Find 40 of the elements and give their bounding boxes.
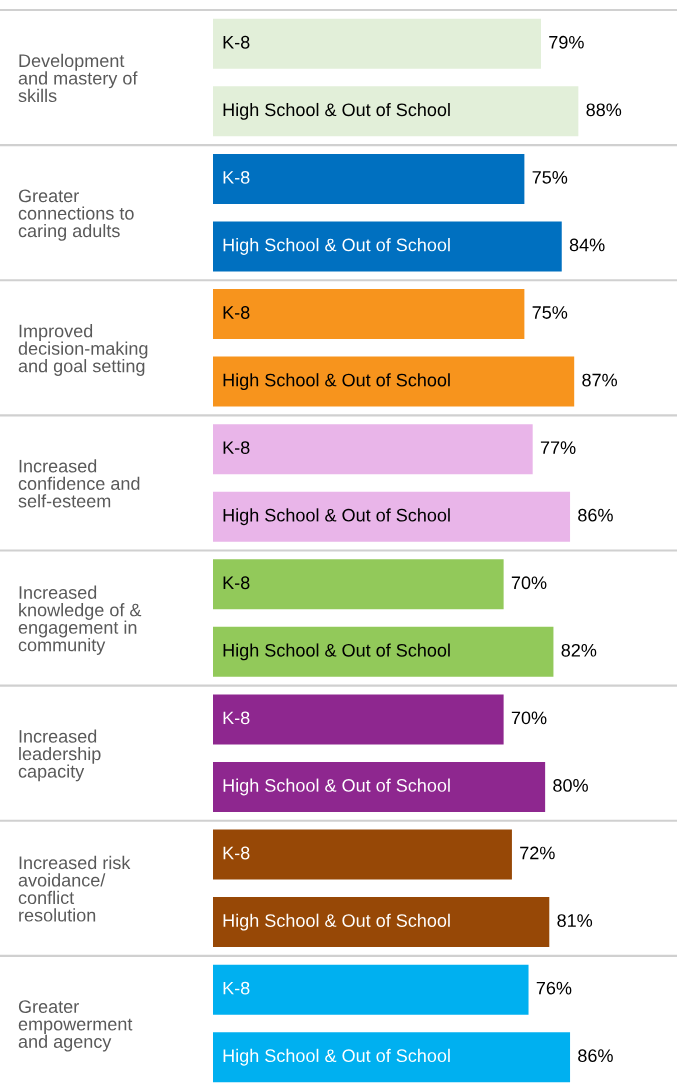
text: K-8 (223, 441, 250, 454)
text: K-8 (223, 846, 250, 860)
data-label: 77% (540, 441, 576, 454)
series-label: High School & Out of School (223, 102, 450, 120)
text: K-8 (223, 981, 250, 995)
data-label: 87% (582, 373, 618, 387)
data-label: 72% (520, 846, 555, 860)
data-label: 79% (549, 35, 584, 49)
text: High School & Out of School (223, 238, 450, 255)
text: K-8 (223, 170, 250, 184)
data-label: 70% (511, 576, 547, 590)
text: High School & Out of School (223, 1048, 450, 1066)
data-label: 88% (586, 103, 622, 117)
y-tick-label: Greater connections to caring adults (18, 189, 134, 241)
text: High School & Out of School (223, 373, 450, 391)
text: High School & Out of School (223, 643, 450, 661)
y-tick-label: Development and mastery of skills (18, 53, 138, 103)
text: High School & Out of School (223, 778, 450, 796)
data-label: 70% (511, 711, 547, 725)
y-tick-label: Greater empowerment and agency (18, 1000, 133, 1052)
text: High School & Out of School (223, 508, 450, 526)
text: K-8 (223, 711, 250, 725)
data-label: 75% (532, 171, 568, 184)
y-tick-label: Improved decision-making and goal setting (18, 324, 148, 376)
data-label: 81% (557, 914, 593, 927)
data-label: 80% (553, 779, 588, 792)
data-label: 86% (578, 508, 613, 522)
y-tick-label: Increased risk avoidance/ conflict resolution (18, 855, 131, 922)
data-label: 86% (578, 1049, 613, 1063)
data-label: 75% (532, 306, 568, 319)
data-label: 84% (569, 238, 605, 252)
series-label: K-8 (223, 35, 250, 49)
data-label: 82% (561, 643, 597, 657)
text: K-8 (223, 576, 250, 590)
data-label: 76% (536, 981, 572, 995)
text: K-8 (223, 306, 250, 319)
y-tick-label: Increased leadership capacity (18, 729, 101, 782)
text: High School & Out of School (223, 913, 450, 931)
y-tick-label: Increased knowledge of & engagement in community (18, 585, 142, 655)
y-tick-label: Increased confidence and self-esteem (18, 459, 140, 508)
